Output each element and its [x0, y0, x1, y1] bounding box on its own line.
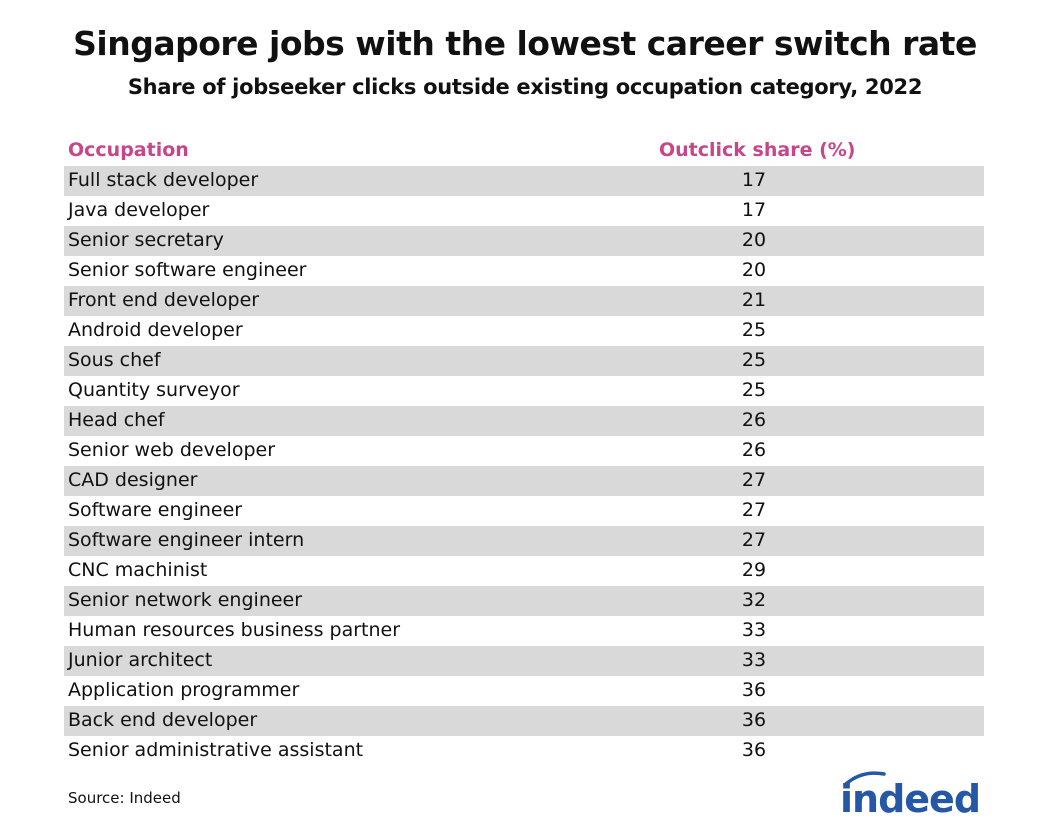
data-table: Occupation Outclick share (%) Full stack…: [64, 136, 984, 766]
outclick-share-cell: 25: [741, 349, 767, 371]
occupation-cell: Application programmer: [68, 679, 300, 701]
table-row: Sous chef 25: [64, 346, 984, 376]
table-row: Senior secretary 20: [64, 226, 984, 256]
table-row: Application programmer 36: [64, 676, 984, 706]
occupation-cell: Java developer: [68, 199, 210, 221]
table-row: Senior web developer 26: [64, 436, 984, 466]
table-row: Quantity surveyor 25: [64, 376, 984, 406]
logo-arc-icon: [844, 771, 886, 786]
outclick-share-cell: 17: [741, 169, 767, 191]
table-row: Human resources business partner 33: [64, 616, 984, 646]
occupation-cell: Senior network engineer: [68, 589, 303, 611]
occupation-cell: Head chef: [68, 409, 165, 431]
occupation-cell: Senior administrative assistant: [68, 739, 364, 761]
outclick-share-cell: 27: [741, 499, 767, 521]
occupation-cell: Sous chef: [68, 349, 161, 371]
table-row: Front end developer 21: [64, 286, 984, 316]
table-row: Software engineer 27: [64, 496, 984, 526]
occupation-cell: CNC machinist: [68, 559, 208, 581]
occupation-cell: Software engineer: [68, 499, 243, 521]
occupation-cell: Senior software engineer: [68, 259, 307, 281]
outclick-share-cell: 25: [741, 379, 767, 401]
occupation-cell: Full stack developer: [68, 169, 259, 191]
outclick-share-cell: 33: [741, 619, 767, 641]
occupation-cell: Junior architect: [68, 649, 213, 671]
chart-subtitle: Share of jobseeker clicks outside existi…: [127, 75, 923, 99]
chart-title: Singapore jobs with the lowest career sw…: [73, 24, 977, 63]
table-row: Software engineer intern 27: [64, 526, 984, 556]
outclick-share-cell: 20: [741, 259, 767, 281]
table-row: Head chef 26: [64, 406, 984, 436]
occupation-cell: Back end developer: [68, 709, 258, 731]
outclick-share-cell: 32: [741, 589, 767, 611]
occupation-cell: Senior secretary: [68, 229, 224, 251]
outclick-share-cell: 27: [741, 529, 767, 551]
table-row: CNC machinist 29: [64, 556, 984, 586]
table-row: Senior software engineer 20: [64, 256, 984, 286]
outclick-share-cell: 26: [741, 439, 767, 461]
outclick-share-cell: 33: [741, 649, 767, 671]
table-row: Android developer 25: [64, 316, 984, 346]
occupation-cell: Quantity surveyor: [68, 379, 240, 401]
logo-text: indeed: [840, 777, 980, 818]
table-row: Senior administrative assistant 36: [64, 736, 984, 766]
outclick-share-cell: 36: [741, 679, 767, 701]
outclick-share-cell: 27: [741, 469, 767, 491]
outclick-share-cell: 17: [741, 199, 767, 221]
indeed-logo: indeed: [840, 771, 981, 818]
occupation-cell: CAD designer: [68, 469, 198, 491]
source-note: Source: Indeed: [68, 789, 181, 807]
table-row: Senior network engineer 32: [64, 586, 984, 616]
outclick-share-cell: 36: [741, 739, 767, 761]
outclick-share-cell: 36: [741, 709, 767, 731]
occupation-cell: Human resources business partner: [68, 619, 401, 641]
outclick-share-cell: 25: [741, 319, 767, 341]
occupation-cell: Android developer: [68, 319, 243, 341]
table-body: Full stack developer 17 Java developer 17 Se…: [64, 166, 984, 766]
table-row: Back end developer 36: [64, 706, 984, 736]
outclick-share-cell: 26: [741, 409, 767, 431]
outclick-share-cell: 29: [741, 559, 767, 581]
column-header-outclick-share: Outclick share (%): [659, 139, 856, 161]
table-row: Java developer 17: [64, 196, 984, 226]
table-header: Occupation Outclick share (%): [64, 136, 984, 166]
column-header-occupation: Occupation: [68, 139, 189, 161]
table-row: Junior architect 33: [64, 646, 984, 676]
occupation-cell: Software engineer intern: [68, 529, 305, 551]
table-row: CAD designer 27: [64, 466, 984, 496]
outclick-share-cell: 21: [741, 289, 767, 311]
outclick-share-cell: 20: [741, 229, 767, 251]
occupation-cell: Front end developer: [68, 289, 260, 311]
table-row: Full stack developer 17: [64, 166, 984, 196]
occupation-cell: Senior web developer: [68, 439, 276, 461]
